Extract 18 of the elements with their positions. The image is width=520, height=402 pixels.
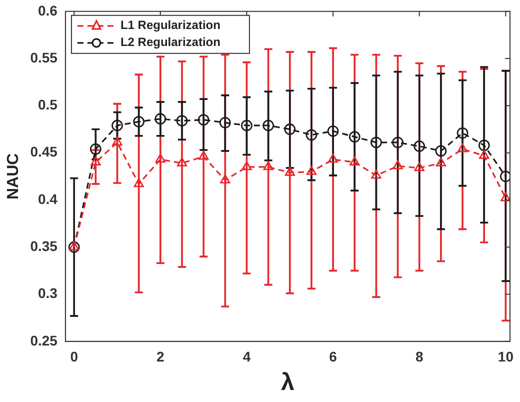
- y-tick-label: 0.25: [30, 332, 58, 348]
- y-tick-label: 0.4: [38, 190, 58, 207]
- legend-label: L1 Regularization: [120, 18, 220, 32]
- y-tick-label: 0.45: [30, 144, 58, 160]
- y-axis-title: NAUC: [5, 152, 22, 200]
- x-tick-label: 4: [242, 348, 251, 365]
- x-tick-label: 2: [156, 348, 164, 365]
- x-tick-label: 8: [415, 348, 424, 365]
- x-tick-label: 10: [498, 348, 514, 365]
- x-tick-label: 0: [70, 348, 78, 365]
- y-tick-label: 0.55: [30, 49, 58, 66]
- y-tick-label: 0.35: [30, 238, 58, 254]
- y-tick-label: 0.6: [38, 2, 58, 18]
- x-axis-title: λ: [281, 369, 294, 396]
- y-tick-label: 0.5: [38, 96, 58, 113]
- x-tick-label: 6: [329, 348, 338, 365]
- legend-label: L2 Regularization: [120, 35, 220, 50]
- y-tick-label: 0.3: [38, 285, 58, 302]
